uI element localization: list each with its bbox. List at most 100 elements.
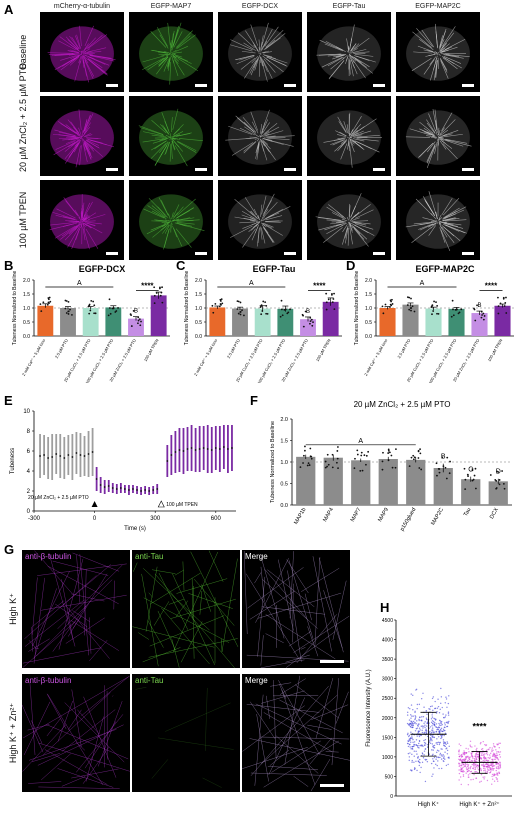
microtubule-filament: [168, 53, 171, 55]
data-point: [92, 300, 95, 303]
data-point: [409, 769, 412, 771]
data-point: [465, 763, 467, 766]
data-point: [439, 729, 441, 731]
data-point: [466, 768, 468, 771]
treatment-marker-icon: [91, 501, 98, 507]
data-point: [458, 772, 461, 775]
data-point: [327, 298, 330, 301]
data-point: [410, 309, 412, 312]
fiber-strand: [83, 696, 117, 778]
bar: [448, 308, 465, 336]
fiber-strand: [31, 577, 38, 635]
data-point: [435, 763, 437, 766]
data-point: [236, 308, 239, 310]
data-point: [409, 752, 411, 754]
data-point: [94, 312, 97, 315]
microtubule-filament: [75, 226, 81, 240]
data-point: [465, 772, 467, 774]
microtubule-filament: [349, 54, 351, 59]
microtubule-filament: [441, 133, 453, 137]
microtubule-filament: [86, 57, 103, 69]
data-point: [495, 769, 497, 772]
data-point: [472, 778, 474, 781]
scale-bar: [106, 252, 118, 255]
x-tick-label: 100 µM TPEN: [486, 338, 503, 362]
data-point: [47, 297, 50, 299]
microtubule-filament: [79, 145, 82, 166]
data-point: [473, 474, 476, 477]
data-point: [468, 751, 470, 753]
microtubule-filament: [430, 223, 437, 229]
panel-a-micrograph: [218, 96, 302, 176]
y-tick-label: 4000: [382, 638, 393, 644]
scale-bar: [106, 168, 118, 171]
data-point: [441, 730, 444, 733]
microtubule-filament: [264, 126, 280, 135]
microtubule-filament: [172, 54, 176, 58]
data-point: [435, 726, 437, 728]
data-point: [389, 306, 391, 308]
microtubule-filament: [250, 111, 258, 131]
data-point: [436, 729, 438, 731]
microtubule-filament: [331, 212, 345, 220]
microtubule-filament: [439, 43, 447, 51]
microtubule-filament: [442, 222, 459, 227]
microtubule-filament: [438, 223, 443, 229]
microtubule-filament: [266, 56, 288, 67]
fiber-strand: [42, 692, 111, 756]
data-point: [482, 318, 485, 321]
data-point: [420, 468, 423, 471]
microtubule-filament: [172, 137, 176, 140]
microtubule-filament: [355, 118, 377, 133]
microtubule-filament: [69, 35, 80, 50]
microtubule-filament: [426, 144, 436, 162]
data-point: [410, 720, 412, 723]
data-point: [423, 739, 425, 742]
fiber-strand: [170, 598, 236, 619]
data-point: [410, 297, 412, 300]
microtubule-filament: [228, 125, 253, 135]
microtubule-filament: [354, 58, 374, 74]
bar: [296, 456, 316, 505]
microtubule-filament: [439, 58, 448, 71]
y-tick-label: 1.0: [365, 306, 372, 312]
data-point: [262, 300, 265, 303]
microtubule-filament: [251, 226, 259, 241]
fiber-strand: [257, 576, 266, 657]
data-point: [414, 718, 416, 721]
microtubule-filament: [67, 119, 79, 133]
data-point: [492, 767, 494, 770]
data-point: [442, 757, 445, 759]
fiber-strand: [70, 619, 119, 651]
data-point: [442, 739, 445, 741]
microtubule-filament: [139, 127, 164, 136]
fiber-strand: [31, 753, 61, 762]
microtubule-filament: [349, 221, 351, 224]
fiber-strand: [260, 690, 305, 704]
data-point: [266, 312, 269, 315]
microtubule-filament: [177, 140, 197, 151]
microtubule-filament: [419, 121, 434, 134]
group-letter: C: [468, 466, 473, 473]
microtubule-filament: [356, 135, 380, 138]
data-point: [119, 487, 122, 489]
microtubule-filament: [268, 139, 294, 147]
data-point: [48, 296, 51, 299]
fiber-strand: [61, 776, 86, 787]
panel-label-h: H: [380, 600, 390, 615]
data-point: [451, 299, 454, 302]
x-tick-label: 600: [211, 516, 222, 522]
group-letter: A: [77, 280, 82, 287]
fiber-strand: [168, 598, 185, 605]
data-point: [436, 312, 438, 315]
microtubule-filament: [419, 142, 434, 158]
microtubule-filament: [351, 48, 358, 53]
data-point: [441, 723, 443, 726]
data-point: [430, 738, 433, 740]
data-point: [417, 755, 419, 758]
microtubule-filament: [243, 141, 257, 154]
microtubule-filament: [171, 53, 175, 55]
panel-g-micrograph: anti-Tau: [132, 550, 240, 668]
data-point: [395, 448, 397, 451]
microtubule-filament: [176, 30, 193, 48]
